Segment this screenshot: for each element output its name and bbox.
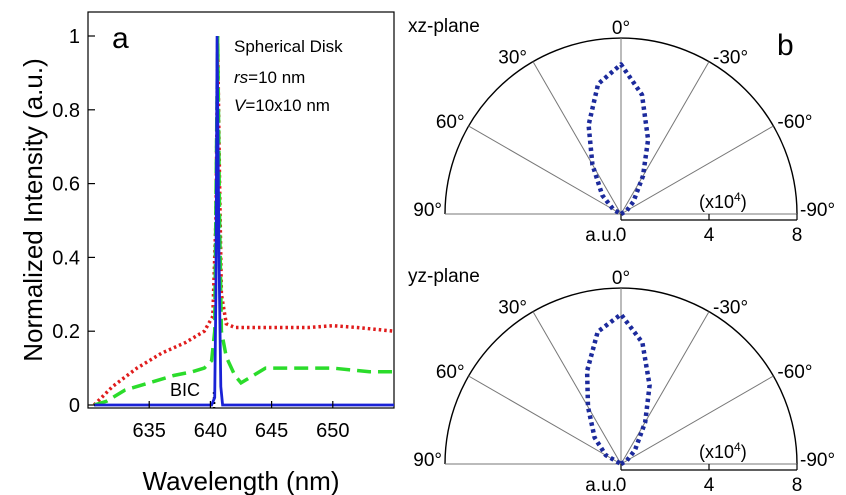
x-tick-label: 650 — [316, 420, 349, 442]
polar-spoke — [620, 61, 710, 215]
polar-spoke — [468, 375, 622, 465]
scale-factor-label: (x104) — [699, 190, 747, 212]
polar-spoke — [468, 125, 622, 215]
y-axis-label: Normalized Intensity (a.u.) — [18, 58, 48, 361]
legend-entry-rs: rs=10 nm — [234, 68, 305, 87]
y-axis-ticks: 0 0.2 0.4 0.6 0.8 1 — [52, 26, 95, 417]
angle-label: 30° — [498, 298, 527, 319]
angle-label: -90° — [800, 200, 835, 221]
spectrum-panel: 0 0.2 0.4 0.6 0.8 1 635 640 645 650 a Spherical … — [18, 11, 395, 495]
x-tick-label: 635 — [133, 420, 166, 442]
legend: Spherical Disk rs=10 nm V=10x10 nm — [234, 37, 343, 115]
angle-label: -90° — [800, 450, 835, 471]
scale-exponent: 4 — [734, 190, 741, 204]
scale-exponent: 4 — [734, 440, 741, 454]
legend-v-value: =10x10 nm — [245, 96, 330, 115]
legend-v-symbol: V — [234, 96, 247, 115]
scale-close: ) — [741, 442, 747, 462]
y-tick-label: 0.6 — [52, 174, 80, 196]
polar-spoke — [620, 125, 774, 215]
polar-yz: yz-plane 0 4 8a.u.(x104)0°30° -30°60° -60°90… — [408, 266, 835, 495]
angle-label: 60° — [436, 112, 465, 133]
radiation-pattern — [586, 62, 651, 217]
plot-frame — [87, 11, 395, 409]
bic-annotation: BIC — [170, 380, 200, 400]
x-axis-ticks: 635 640 645 650 — [133, 401, 349, 442]
plane-label-yz: yz-plane — [408, 266, 480, 287]
series-green-dashed — [93, 35, 394, 407]
polar-spoke — [532, 311, 622, 465]
angle-label: 90° — [413, 450, 442, 471]
radial-tick-label: 0 — [616, 225, 627, 246]
radial-unit-label: a.u. — [585, 475, 617, 495]
radiation-pattern — [584, 312, 652, 467]
angle-label: 0° — [612, 18, 630, 39]
y-tick-label: 0.8 — [52, 100, 80, 122]
radial-tick-label: 8 — [792, 225, 803, 246]
polar-spoke — [620, 311, 710, 465]
angle-label: 0° — [612, 268, 630, 289]
scale-base: (x10 — [699, 192, 734, 212]
panel-label-a: a — [112, 22, 129, 55]
angle-label: -30° — [713, 48, 748, 69]
y-tick-label: 1 — [69, 26, 80, 48]
y-tick-label: 0 — [69, 395, 80, 417]
y-tick-label: 0.4 — [52, 247, 80, 269]
angle-label: 30° — [498, 48, 527, 69]
panel-label-b: b — [777, 29, 794, 62]
series-blue-solid — [94, 35, 394, 407]
scale-factor-label: (x104) — [699, 440, 747, 462]
x-tick-label: 640 — [194, 420, 227, 442]
polar-xz: xz-plane 0 4 8a.u.(x104)0°30° -30°60° -60°90… — [408, 16, 835, 246]
angle-label: 90° — [413, 200, 442, 221]
radial-tick-label: 8 — [792, 475, 803, 495]
radial-tick-label: 4 — [704, 225, 715, 246]
scale-base: (x10 — [699, 442, 734, 462]
radial-unit-label: a.u. — [585, 225, 617, 246]
x-axis-label: Wavelength (nm) — [143, 466, 340, 495]
legend-entry-v: V=10x10 nm — [234, 96, 330, 115]
radial-tick-label: 4 — [704, 475, 715, 495]
radial-tick-label: 0 — [616, 475, 627, 495]
x-tick-label: 645 — [255, 420, 288, 442]
legend-rs-value: =10 nm — [248, 68, 305, 87]
angle-label: -60° — [777, 362, 812, 383]
angle-label: -30° — [713, 298, 748, 319]
y-tick-label: 0.2 — [52, 321, 80, 343]
polar-spoke — [532, 61, 622, 215]
polar-spoke — [620, 375, 774, 465]
scale-close: ) — [741, 192, 747, 212]
angle-label: -60° — [777, 112, 812, 133]
legend-rs-symbol: rs — [234, 68, 249, 87]
angle-label: 60° — [436, 362, 465, 383]
legend-entry-spherical-disk: Spherical Disk — [234, 37, 343, 56]
plane-label-xz: xz-plane — [408, 16, 480, 37]
